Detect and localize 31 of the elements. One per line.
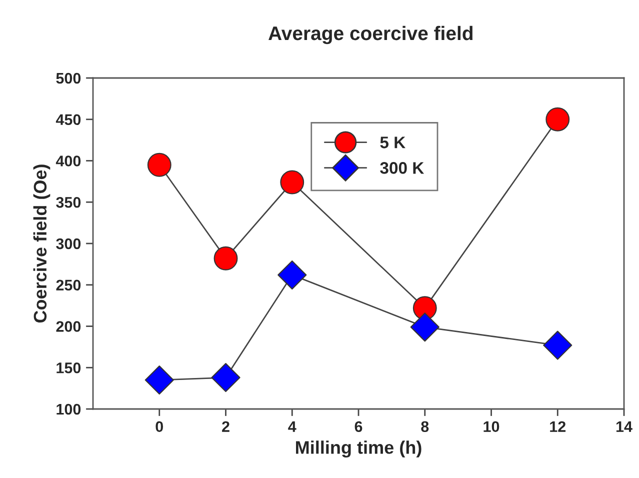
point — [211, 363, 240, 392]
y-tick-label: 150 — [56, 362, 81, 374]
point — [280, 170, 304, 194]
x-tick-label: 6 — [354, 421, 362, 432]
point — [144, 365, 174, 395]
x-tick-label: 2 — [222, 421, 230, 432]
x-tick-label: 12 — [550, 421, 566, 432]
y-tick-label: 450 — [56, 114, 81, 126]
y-tick-label: 250 — [56, 280, 81, 291]
point — [214, 246, 238, 270]
y-tick-label: 200 — [56, 321, 81, 332]
point — [278, 260, 307, 290]
x-axis-title: Milling time (h) — [296, 440, 422, 458]
y-axis-title: Coercive field (Oe) — [33, 164, 50, 323]
y-tick-label: 100 — [56, 404, 81, 415]
x-tick-label: 4 — [288, 421, 296, 432]
x-tick-label: 10 — [484, 421, 500, 432]
x-tick-label: 8 — [421, 421, 429, 432]
legend-label: 5 K — [380, 136, 406, 148]
point — [546, 107, 570, 132]
y-tick-label: 350 — [56, 196, 81, 208]
y-tick-label: 400 — [56, 156, 81, 166]
x-tick-label: 0 — [156, 421, 163, 432]
point — [147, 152, 172, 177]
x-tick-label: 14 — [616, 421, 632, 432]
chart-title: Average coercive field — [268, 26, 472, 44]
point — [410, 312, 440, 342]
y-tick-label: 500 — [56, 72, 81, 84]
legend-label: 300 K — [380, 162, 424, 174]
point — [543, 330, 572, 360]
y-tick-label: 300 — [56, 238, 81, 250]
